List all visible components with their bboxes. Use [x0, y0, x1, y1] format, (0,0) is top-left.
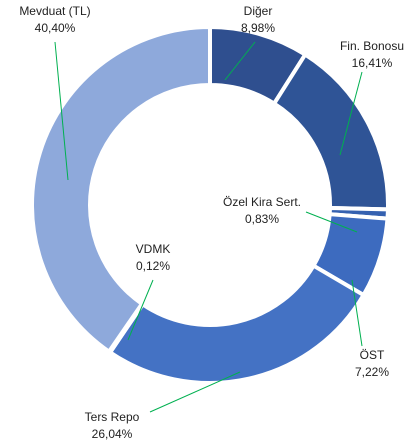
leader-line [339, 71, 363, 156]
leader-line [351, 279, 363, 347]
slice-value-label: 16,41% [352, 56, 393, 70]
leader-line [54, 41, 69, 181]
slice-label: ÖST [360, 348, 385, 362]
slice-label: Ters Repo [85, 410, 140, 424]
slice-value-label: 0,83% [245, 212, 279, 226]
slice-label: Mevduat (TL) [19, 4, 90, 18]
slice-value-label: 8,98% [241, 21, 275, 35]
slice-value-label: 0,12% [136, 259, 170, 273]
slice-value-label: 26,04% [92, 427, 133, 441]
donut-slice [30, 24, 212, 355]
leader-line [149, 371, 241, 413]
slice-label: Diğer [244, 4, 273, 18]
donut-slice [107, 262, 367, 385]
slice-label: Özel Kira Sert. [223, 195, 301, 209]
slice-label: VDMK [136, 242, 171, 256]
leader-line [224, 41, 256, 81]
leader-line [305, 211, 358, 233]
slice-value-label: 7,22% [355, 365, 389, 379]
slice-label: Fin. Bonosu [340, 39, 404, 53]
leader-line [127, 279, 154, 341]
slice-value-label: 40,40% [35, 21, 76, 35]
donut-slice [271, 51, 390, 212]
